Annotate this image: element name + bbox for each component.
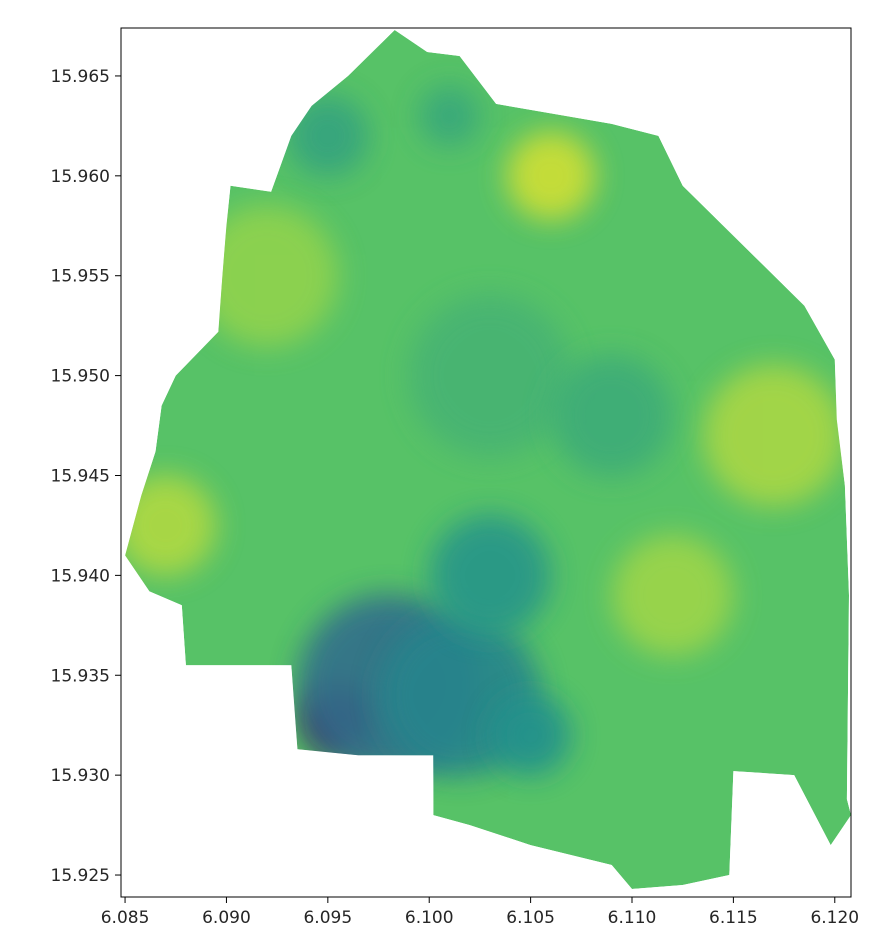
axes-frame — [120, 27, 852, 898]
heatmap-cell-9 — [611, 534, 734, 657]
x-tick-label-7: 6.120 — [810, 908, 859, 928]
heatmap-cell-13 — [550, 354, 673, 477]
y-tick-label-3: 15.950 — [51, 367, 110, 387]
x-tick-label-2: 6.095 — [303, 908, 352, 928]
y-axis: 15.965 15.960 15.955 15.950 15.945 15.940 15.9… — [51, 67, 121, 886]
heatmap-cell-7 — [125, 474, 217, 577]
y-tick-label-2: 15.955 — [51, 267, 110, 287]
y-tick-label-4: 15.945 — [51, 466, 110, 486]
heatmap-layer — [125, 30, 852, 889]
y-tick-label-0: 15.965 — [51, 67, 110, 87]
x-tick-label-4: 6.105 — [506, 908, 555, 928]
y-tick-label-6: 15.935 — [51, 666, 110, 686]
heatmap-cell-6 — [702, 364, 845, 507]
x-tick-label-0: 6.085 — [101, 908, 150, 928]
heatmap-cell-10 — [287, 95, 369, 177]
x-tick-label-1: 6.090 — [202, 908, 251, 928]
x-axis: 6.085 6.090 6.095 6.100 6.105 6.110 6.115 6.120 — [101, 897, 859, 928]
heatmap-cell-8 — [196, 204, 338, 347]
heatmap-cell-4 — [489, 694, 572, 776]
heatmap-cell-5 — [506, 131, 596, 221]
x-tick-label-3: 6.100 — [405, 908, 454, 928]
x-tick-label-6: 6.115 — [709, 908, 758, 928]
y-tick-label-7: 15.930 — [51, 766, 110, 786]
y-tick-label-8: 15.925 — [51, 866, 110, 886]
heatmap-cell-3 — [429, 514, 551, 637]
y-tick-label-5: 15.940 — [51, 566, 110, 586]
heatmap-cell-11 — [419, 85, 480, 147]
x-tick-label-5: 6.110 — [608, 908, 657, 928]
y-tick-label-1: 15.960 — [51, 167, 110, 187]
heatmap-cell-12 — [409, 294, 572, 457]
